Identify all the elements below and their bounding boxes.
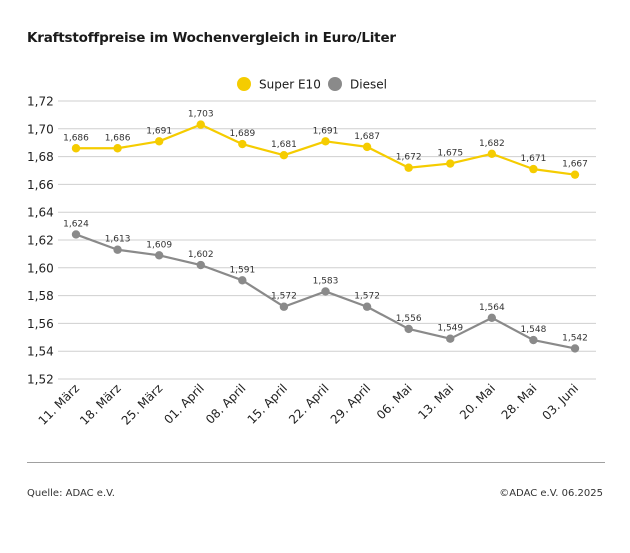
data-label: 1,686 — [63, 133, 89, 143]
data-point — [321, 137, 330, 146]
x-tick-label: 28. Mai — [499, 381, 540, 422]
data-point — [113, 245, 122, 254]
data-label: 1,564 — [479, 303, 505, 313]
x-tick-label: 22. April — [286, 381, 331, 426]
y-tick-label: 1,68 — [27, 150, 54, 164]
data-point — [404, 163, 413, 172]
data-point — [279, 302, 289, 311]
chart-title: Kraftstoffpreise im Wochenvergleich in E… — [27, 30, 396, 46]
y-tick-label: 1,54 — [27, 345, 54, 359]
data-point — [487, 313, 497, 323]
data-label: 1,671 — [521, 154, 547, 164]
data-label: 1,548 — [521, 325, 547, 335]
data-point — [570, 344, 580, 353]
data-point — [404, 324, 413, 334]
x-tick-label: 18. März — [77, 381, 124, 428]
data-point — [446, 159, 455, 168]
y-axis-tick-labels: 1,52 1,54 1,56 1,58 1,60 1,62 1,64 1,66 1,68 1,70… — [27, 95, 54, 387]
data-point — [238, 276, 247, 285]
data-labels: 1,686 1,686 1,691 1,703 1,689 1,681 1,691 1,687… — [63, 110, 588, 344]
data-label: 1,613 — [105, 235, 131, 245]
data-point — [154, 251, 164, 260]
legend-marker — [328, 77, 342, 91]
data-label: 1,686 — [105, 133, 131, 143]
data-point — [113, 144, 122, 153]
series-lines — [71, 120, 580, 353]
data-label: 1,572 — [354, 292, 380, 302]
x-tick-label: 25. März — [119, 381, 166, 428]
data-point — [362, 302, 372, 311]
x-tick-label: 08. April — [203, 381, 248, 426]
data-label: 1,549 — [437, 324, 463, 334]
y-tick-label: 1,60 — [27, 261, 54, 275]
y-tick-label: 1,56 — [27, 317, 54, 331]
grid-lines — [58, 100, 596, 380]
x-tick-label: 06. Mai — [374, 381, 415, 422]
data-label: 1,667 — [562, 160, 588, 170]
data-label: 1,681 — [271, 140, 297, 150]
x-tick-label: 15. April — [245, 381, 290, 426]
data-label: 1,609 — [146, 240, 172, 250]
data-label: 1,675 — [437, 149, 463, 159]
legend: Super E10 Diesel — [237, 77, 387, 92]
data-point — [238, 139, 247, 149]
x-tick-label: 29. April — [328, 381, 373, 426]
data-point — [154, 137, 164, 146]
y-tick-label: 1,64 — [27, 206, 54, 220]
x-tick-label: 03. Juni — [539, 381, 581, 423]
y-tick-label: 1,62 — [27, 234, 54, 248]
data-label: 1,691 — [146, 126, 172, 136]
y-tick-label: 1,52 — [27, 373, 54, 387]
data-label: 1,682 — [479, 139, 505, 149]
data-point — [362, 142, 372, 152]
y-tick-label: 1,72 — [27, 95, 54, 109]
x-tick-label: 11. März — [36, 381, 83, 428]
data-point — [321, 287, 330, 296]
legend-label: Diesel — [350, 78, 387, 92]
x-tick-label: 13. Mai — [415, 381, 456, 422]
data-label: 1,687 — [354, 132, 380, 142]
x-tick-label: 20. Mai — [457, 381, 498, 422]
x-tick-label: 01. April — [161, 381, 206, 426]
data-label: 1,556 — [396, 314, 422, 324]
source-note: Quelle: ADAC e.V. — [27, 488, 115, 499]
data-label: 1,703 — [188, 110, 214, 120]
data-label: 1,689 — [229, 129, 255, 139]
legend-marker — [237, 77, 251, 91]
copyright-note: ©ADAC e.V. 06.2025 — [499, 488, 603, 499]
data-label: 1,572 — [271, 292, 297, 302]
data-label: 1,583 — [313, 276, 339, 286]
data-point — [279, 151, 289, 160]
y-tick-label: 1,66 — [27, 178, 54, 192]
y-tick-label: 1,58 — [27, 289, 54, 303]
data-label: 1,602 — [188, 250, 214, 260]
data-point — [570, 170, 580, 179]
data-label: 1,691 — [313, 126, 339, 136]
legend-label: Super E10 — [259, 78, 321, 92]
data-point — [487, 149, 497, 159]
data-point — [71, 144, 81, 153]
data-point — [529, 335, 538, 345]
data-point — [71, 230, 81, 239]
data-point — [196, 120, 205, 129]
data-label: 1,591 — [229, 265, 255, 275]
data-point — [529, 164, 538, 174]
data-point — [196, 260, 205, 270]
data-label: 1,542 — [562, 333, 588, 343]
data-label: 1,624 — [63, 219, 89, 229]
footer-divider — [27, 462, 605, 463]
y-tick-label: 1,70 — [27, 122, 54, 136]
data-label: 1,672 — [396, 153, 422, 163]
data-point — [446, 334, 455, 343]
